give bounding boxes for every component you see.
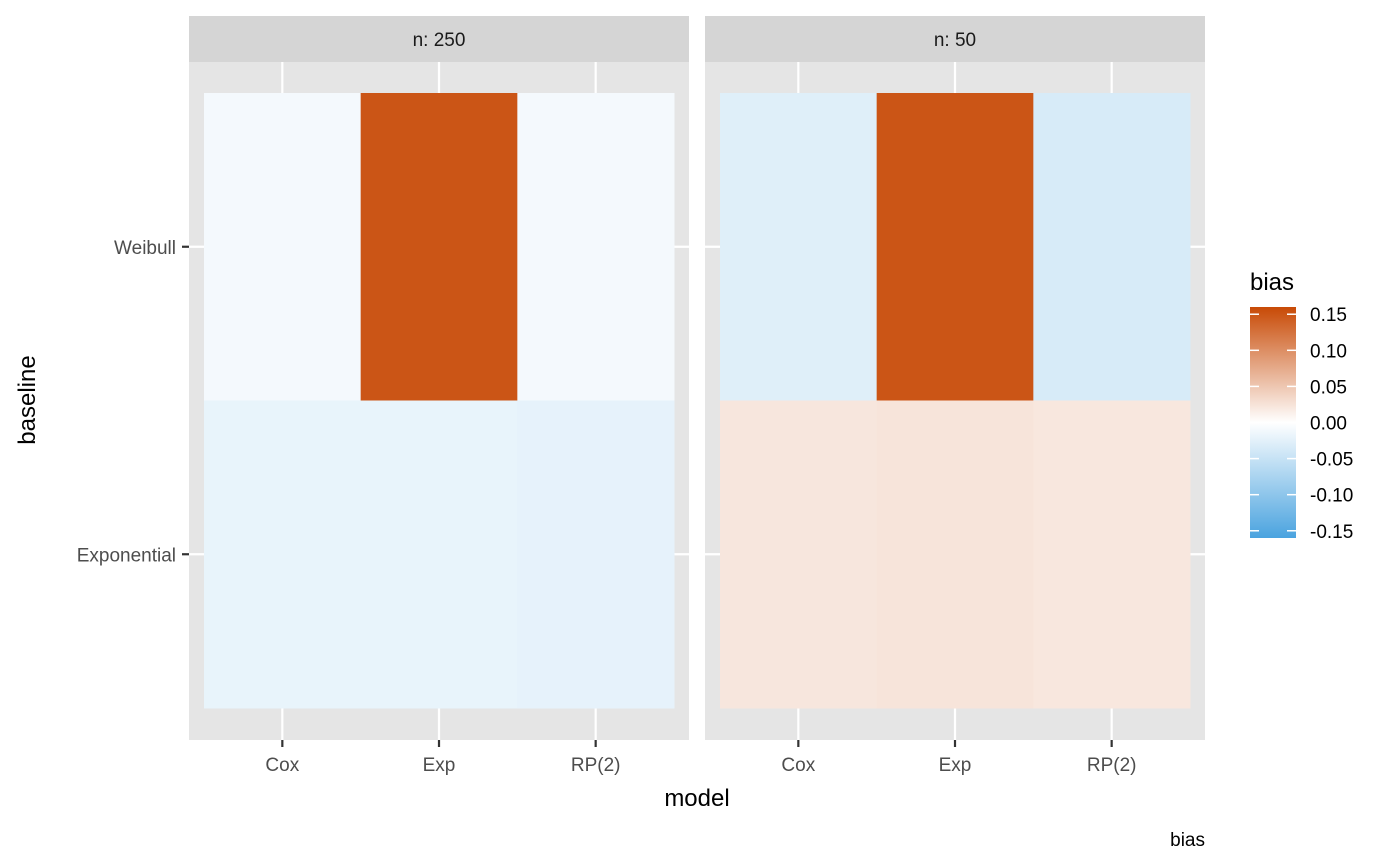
facet-panel: n: 50 (705, 16, 1205, 740)
heatmap-tile (876, 93, 1034, 401)
facet-strip-label: n: 250 (413, 30, 466, 51)
x-tick-label: RP(2) (571, 755, 621, 776)
facet-strip (189, 16, 689, 62)
heatmap-tile (876, 400, 1034, 709)
x-tick-label: RP(2) (1087, 755, 1137, 776)
legend-ticks: 0.15 0.10 0.05 0.00 -0.05 -0.10 -0.15 (1250, 305, 1353, 543)
legend-tick-label: 0.10 (1310, 341, 1347, 362)
x-tick-label: Cox (781, 755, 815, 776)
heatmap-tile (360, 93, 518, 401)
heatmap-tile (720, 93, 878, 401)
legend-tick-label: 0.00 (1310, 414, 1347, 435)
caption: bias (1170, 830, 1205, 851)
legend-tick-label: -0.10 (1310, 486, 1353, 507)
heatmap-tile (720, 400, 878, 709)
x-axis: Cox Exp RP(2) Cox Exp RP(2) (265, 740, 1136, 776)
facet-panels: n: 250 n: 50 (189, 16, 1205, 740)
x-tick-label: Cox (265, 755, 299, 776)
legend-tick-label: 0.05 (1310, 377, 1347, 398)
legend: bias 0.15 0.10 0.05 0.00 -0.05 -0.10 -0.15 (1250, 269, 1353, 543)
y-tick-label: Exponential (77, 545, 176, 566)
x-tick-label: Exp (423, 755, 456, 776)
legend-tick-label: -0.15 (1310, 522, 1353, 543)
y-axis: Exponential Weibull (77, 238, 189, 566)
legend-tick-label: -0.05 (1310, 450, 1353, 471)
y-axis-title: baseline (14, 355, 41, 444)
x-axis-title: model (664, 785, 729, 812)
facet-strip-label: n: 50 (934, 30, 976, 51)
heatmap-tile (517, 400, 675, 709)
heatmap-tile (204, 400, 362, 709)
legend-title: bias (1250, 269, 1294, 296)
heatmap-tile (1033, 400, 1191, 709)
legend-tick-label: 0.15 (1310, 305, 1347, 326)
y-tick-label: Weibull (114, 238, 176, 259)
heatmap-tile (1033, 93, 1191, 401)
heatmap-tile (360, 400, 518, 709)
x-tick-label: Exp (939, 755, 972, 776)
facet-strip (705, 16, 1205, 62)
facet-panel: n: 250 (189, 16, 689, 740)
heatmap-tile (204, 93, 362, 401)
heatmap-tile (517, 93, 675, 401)
